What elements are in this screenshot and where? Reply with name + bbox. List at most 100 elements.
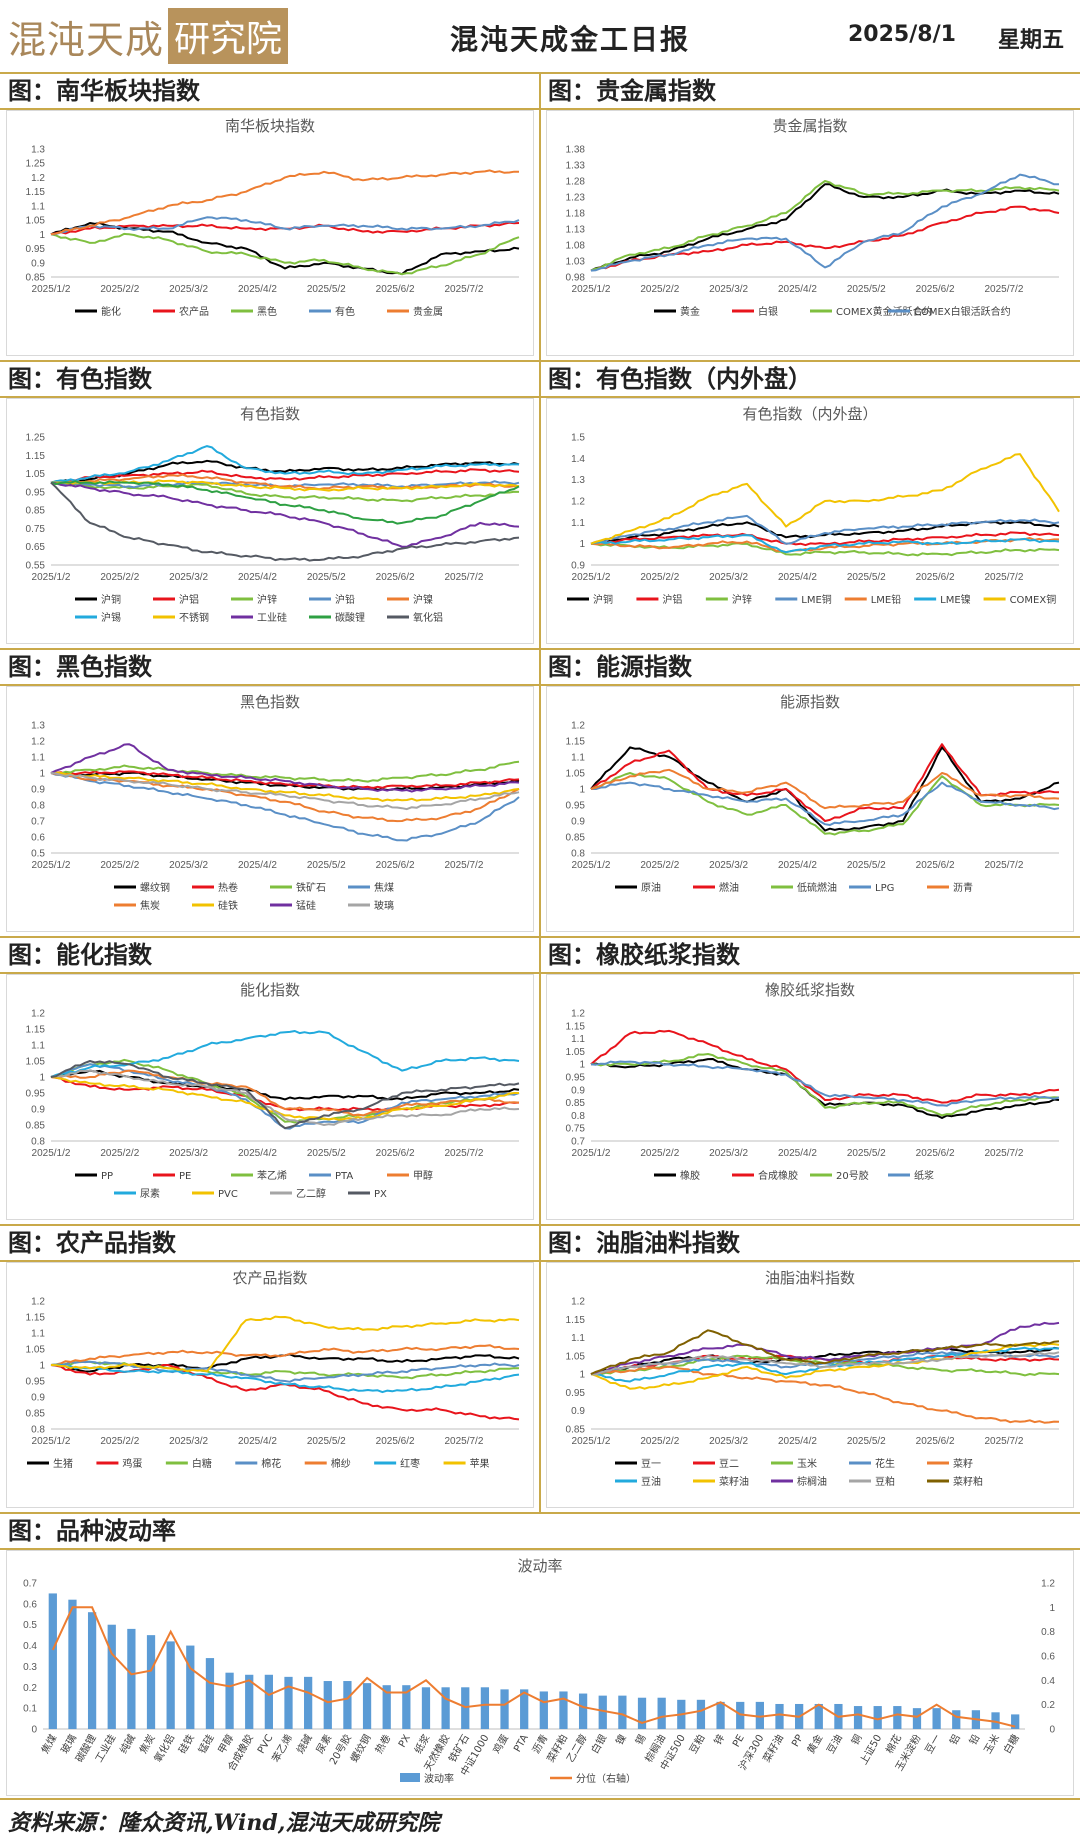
volatility-bar	[441, 1687, 450, 1729]
category-label: 铜	[849, 1733, 864, 1748]
category-label: 螺纹钢	[347, 1732, 373, 1764]
volatility-bar	[146, 1635, 156, 1729]
series-line	[50, 216, 520, 236]
legend-label: 沪锡	[101, 611, 121, 624]
volatility-bar	[382, 1685, 391, 1729]
y-tick-label: 1.05	[566, 1351, 586, 1362]
y-tick-label: 1.5	[571, 433, 585, 444]
y-tick-label: 0.7	[31, 817, 45, 828]
y2-tick-label: 0.8	[1041, 1627, 1055, 1638]
logo-text: 混沌天成	[8, 17, 165, 62]
y-tick-label: 1.05	[26, 1057, 46, 1068]
y-tick-label: 0.85	[566, 1098, 586, 1109]
series-line	[50, 772, 520, 811]
series-line	[50, 445, 520, 484]
y2-tick-label: 1.2	[1041, 1579, 1055, 1590]
category-label: 尿素	[313, 1732, 334, 1756]
y-tick-label: 0.5	[23, 1620, 37, 1631]
series-line	[590, 1365, 1060, 1424]
series-line	[50, 1076, 519, 1121]
y-tick-label: 0.95	[566, 1073, 586, 1084]
x-tick-label: 2025/3/2	[169, 860, 208, 871]
volatility-bar	[598, 1695, 607, 1729]
line-chart-svg: 橡胶纸浆指数 0.7 0.75 0.8 0.85 0.90.95 1 1.05 1.1 1.151…	[566, 981, 1060, 1182]
y-tick-label: 0.9	[571, 561, 585, 572]
category-label: 玉米	[981, 1732, 1002, 1756]
x-tick-label: 2025/1/2	[572, 1436, 611, 1447]
y-tick-label: 0.85	[26, 1409, 46, 1420]
y-tick-label: 0.85	[566, 1425, 586, 1436]
chart-panel-nonferrous-domestic-overseas: 有色指数（内外盘） 0.9 1 1.1 1.2 1.3 1.4 1.5 2025/1/2 2025…	[546, 398, 1074, 644]
y-tick-label: 1	[579, 539, 585, 550]
x-tick-label: 2025/4/2	[778, 860, 817, 871]
category-label: 玻璃	[58, 1732, 79, 1756]
volatility-bar	[68, 1599, 77, 1729]
legend-label: 豆二	[719, 1458, 739, 1470]
series-line	[50, 459, 520, 484]
series-line	[50, 771, 520, 802]
legend-label: 20号胶	[836, 1169, 869, 1182]
x-tick-label: 2025/4/2	[238, 860, 277, 871]
y-tick-label: 1.03	[566, 257, 586, 268]
y-tick-label: 1.15	[26, 187, 46, 198]
line-chart-svg: 有色指数 0.55 0.65 0.75 0.85 0.95 1.05 1.15 1.25 2025…	[26, 406, 520, 624]
category-label: 焦炭	[136, 1732, 157, 1756]
legend-label: 工业硅	[257, 611, 287, 624]
y-tick-label: 0.95	[26, 487, 46, 498]
x-tick-label: 2025/1/2	[32, 572, 71, 583]
y-tick-label: 1	[39, 230, 45, 241]
category-label: 锡	[632, 1732, 648, 1747]
y-tick-label: 1.13	[566, 225, 586, 236]
category-label: 镍	[613, 1732, 629, 1747]
x-tick-label: 2025/7/2	[444, 1148, 483, 1159]
report-weekday: 星期五	[998, 27, 1065, 53]
category-label: 苯乙烯	[269, 1732, 295, 1764]
volatility-bar	[284, 1676, 293, 1729]
x-tick-label: 2025/7/2	[984, 860, 1023, 871]
legend-label: 沪铜	[593, 593, 613, 606]
volatility-bar	[87, 1612, 97, 1729]
y-tick-label: 1.38	[566, 145, 586, 156]
y-tick-label: 0.9	[31, 785, 45, 796]
y-tick-label: 0.95	[26, 1089, 46, 1100]
y-tick-label: 1.2	[31, 1297, 45, 1308]
chart-panel-oilseeds: 油脂油料指数 0.85 0.9 0.95 1 1.05 1.1 1.15 1.2 2025/1/2…	[546, 1262, 1074, 1508]
y-tick-label: 0.9	[571, 817, 585, 828]
category-label: 热卷	[372, 1732, 393, 1756]
category-label: PP	[790, 1733, 806, 1749]
section-title-rubber-pulp: 图：橡胶纸浆指数	[548, 940, 740, 969]
category-label: 白糖	[1001, 1732, 1022, 1756]
volatility-bar	[991, 1712, 1000, 1729]
volatility-bar	[323, 1681, 332, 1729]
category-label: 工业硅	[92, 1732, 118, 1764]
x-tick-label: 2025/4/2	[238, 1436, 277, 1447]
category-label: 甲醇	[215, 1732, 236, 1756]
volatility-bar	[657, 1697, 666, 1729]
y-tick-label: 1	[39, 1361, 45, 1372]
legend-label: 热卷	[218, 881, 238, 894]
y-tick-label: 1.05	[26, 469, 46, 480]
category-label: 白银	[588, 1732, 609, 1756]
x-tick-label: 2025/3/2	[709, 572, 748, 583]
y-tick-label: 1.05	[26, 1345, 46, 1356]
volatility-bar	[618, 1695, 627, 1729]
volatility-bar	[912, 1708, 922, 1729]
y-tick-label: 1.1	[31, 753, 45, 764]
section-title-nonferrous-domestic-overseas: 图：有色指数（内外盘）	[548, 364, 812, 393]
series-line	[590, 453, 1060, 545]
series-line	[50, 1364, 520, 1421]
x-tick-label: 2025/6/2	[376, 1436, 415, 1447]
volatility-bar	[755, 1701, 764, 1729]
section-title-energy: 图：能源指数	[548, 652, 692, 681]
legend-label: 不锈钢	[179, 611, 209, 624]
x-tick-label: 2025/3/2	[169, 572, 208, 583]
y-tick-label: 1.08	[566, 241, 586, 252]
y-tick-label: 0.7	[23, 1579, 37, 1590]
volatility-bar	[186, 1645, 195, 1729]
y-tick-label: 0.85	[566, 833, 586, 844]
y-tick-label: 1.1	[31, 1041, 45, 1052]
column-divider	[539, 72, 541, 1512]
series-line	[590, 205, 1060, 272]
series-line	[590, 1029, 1060, 1104]
line-chart-svg: 能化指数 0.8 0.85 0.9 0.95 1 1.05 1.1 1.15 1.2 2025/1/…	[26, 982, 520, 1200]
